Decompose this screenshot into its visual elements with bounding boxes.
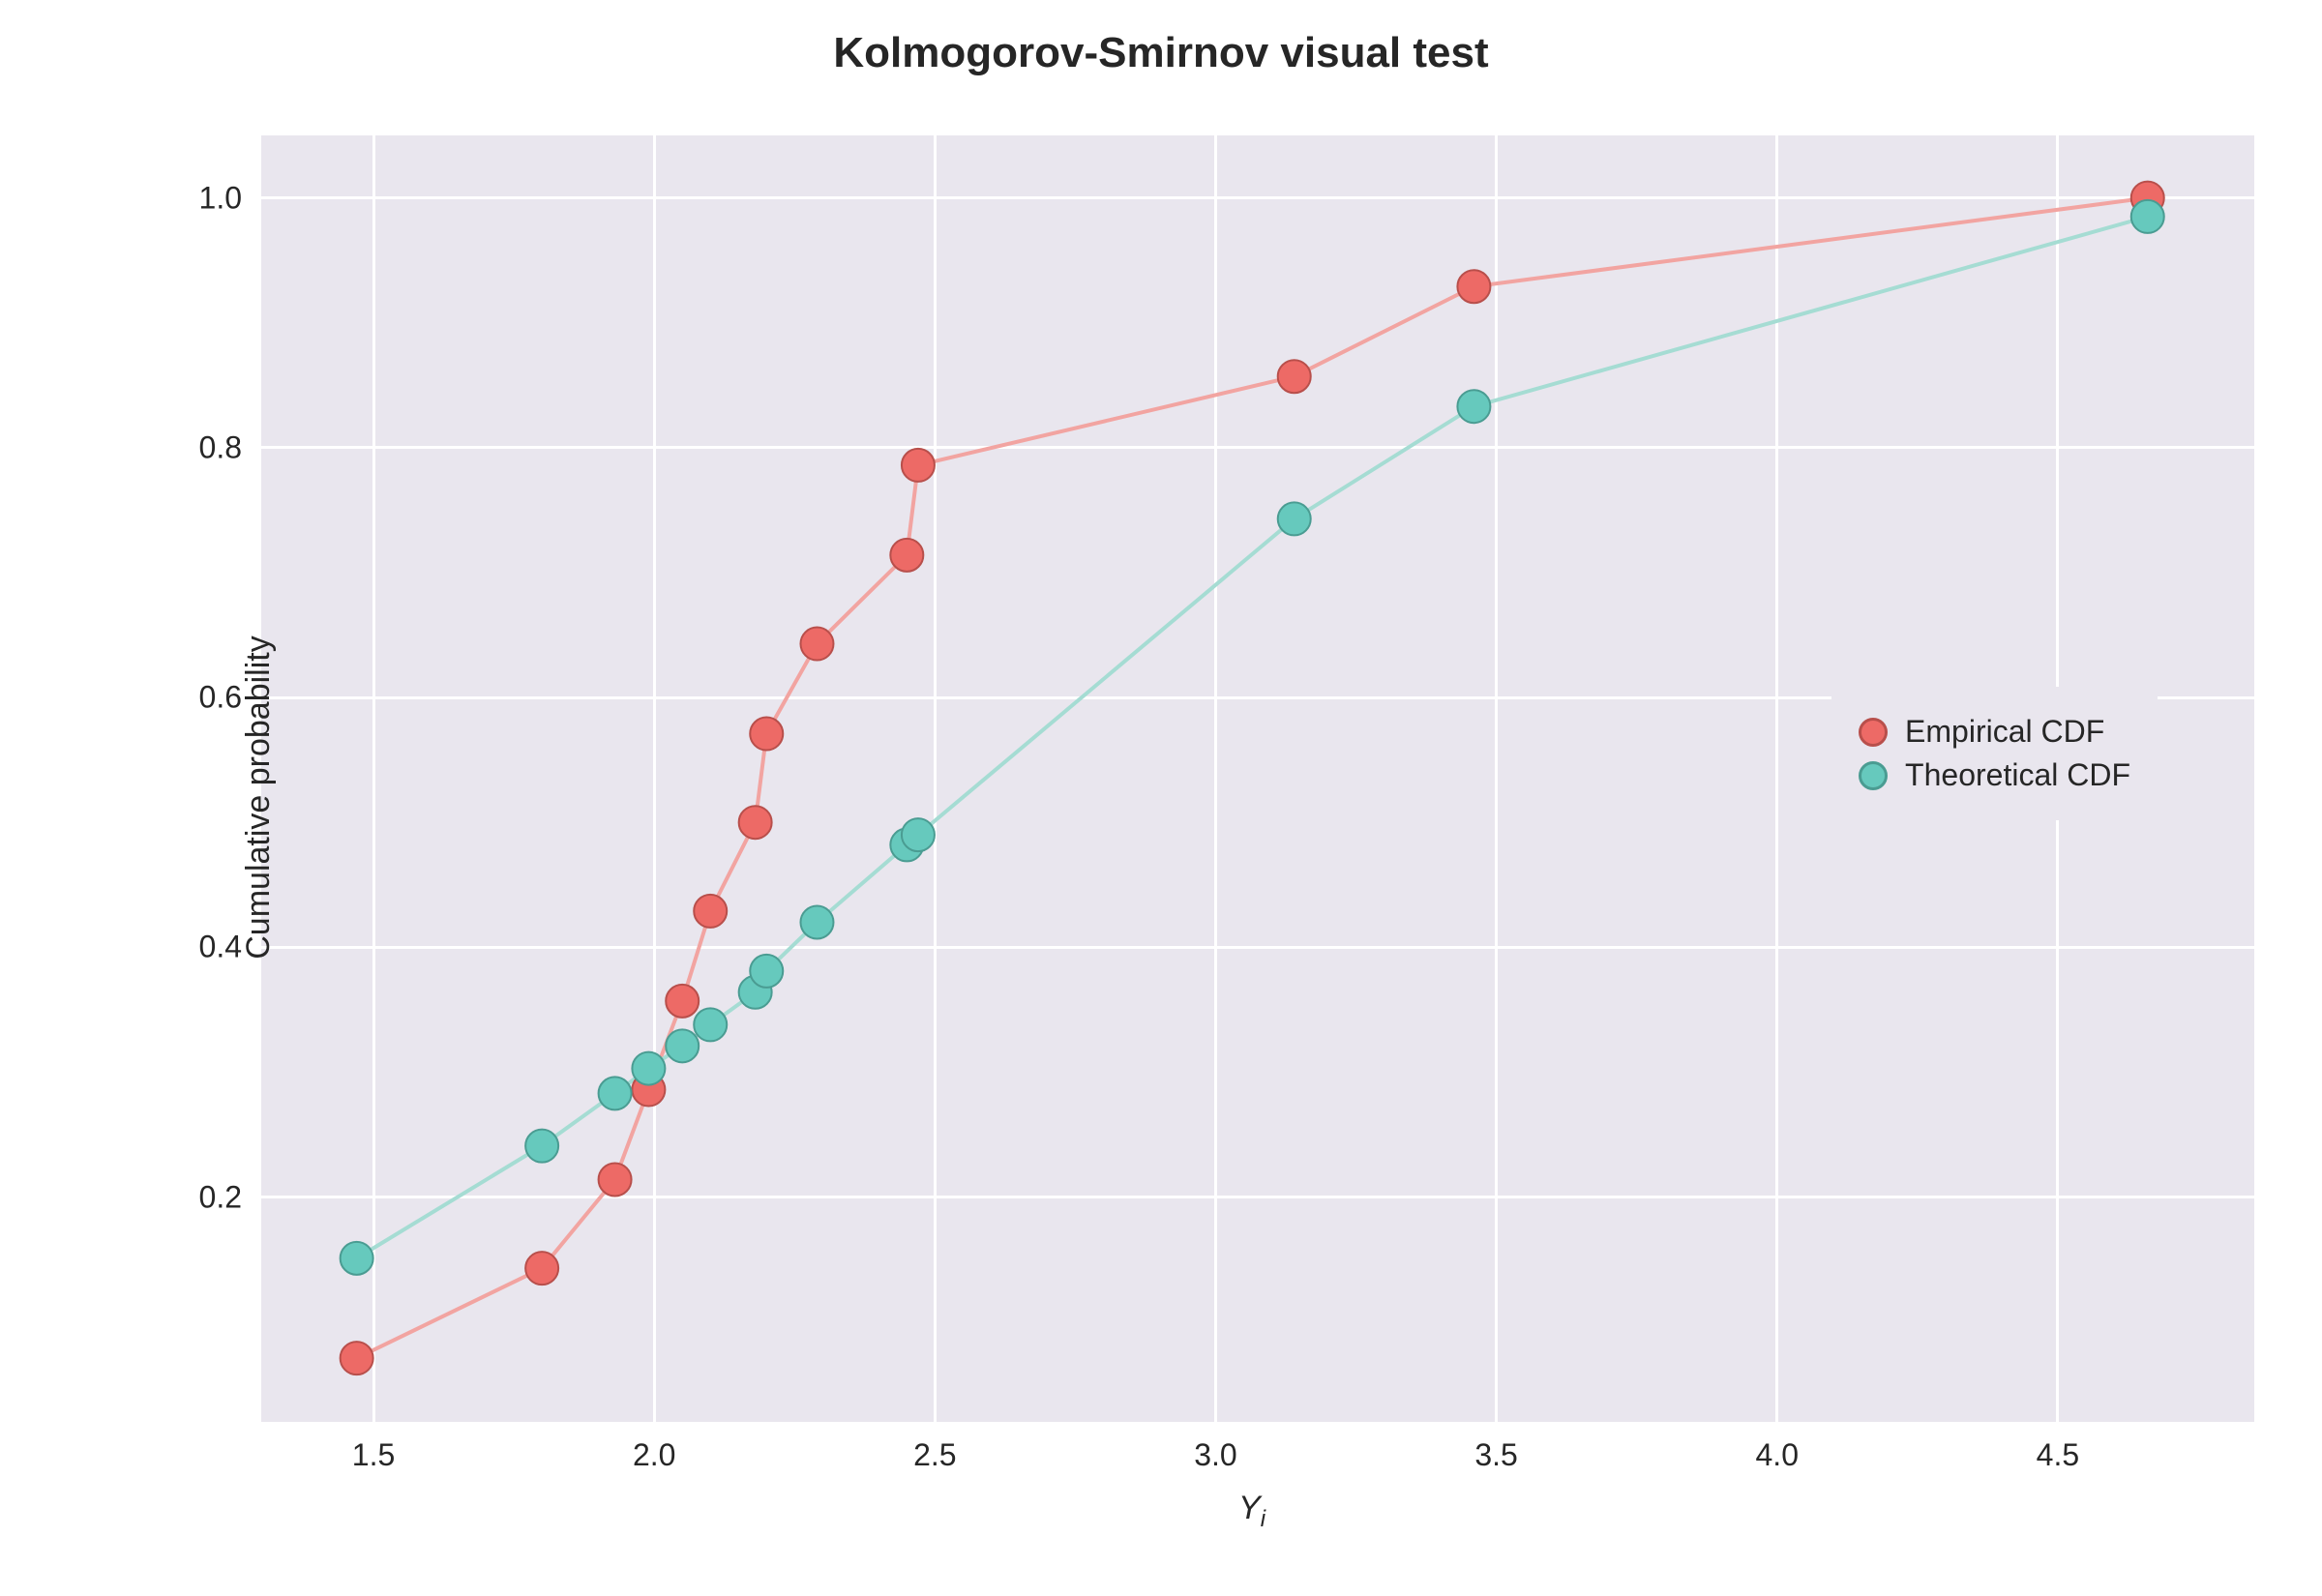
legend-label-empirical: Empirical CDF [1905,714,2104,750]
series-marker [1457,270,1490,303]
series-marker [666,985,699,1018]
legend: Empirical CDF Theoretical CDF [1831,687,2158,820]
series-marker [2131,200,2164,233]
x-tick-label: 4.0 [1756,1437,1799,1473]
series-marker [1457,390,1490,423]
series-marker [902,449,935,482]
x-tick-label: 4.5 [2037,1437,2079,1473]
legend-marker-empirical [1859,718,1888,747]
series-marker [599,1163,632,1196]
series-marker [694,895,727,928]
y-tick-label: 1.0 [164,180,242,216]
chart-container: Kolmogorov-Smirnov visual test Cumulativ… [0,0,2322,1596]
legend-marker-theoretical [1859,761,1888,790]
x-axis-label: Yi [1238,1490,1265,1533]
series-marker [1278,502,1311,535]
series-marker [694,1008,727,1041]
x-tick-label: 3.5 [1474,1437,1517,1473]
series-marker [341,1242,373,1275]
x-tick-label: 2.5 [913,1437,956,1473]
series-marker [750,955,783,988]
y-tick-label: 0.8 [164,429,242,465]
legend-item-empirical: Empirical CDF [1859,714,2130,750]
y-tick-label: 0.6 [164,680,242,716]
legend-label-theoretical: Theoretical CDF [1905,757,2130,793]
series-marker [599,1077,632,1109]
series-marker [341,1342,373,1374]
series-marker [632,1052,665,1085]
series-marker [525,1130,558,1163]
legend-item-theoretical: Theoretical CDF [1859,757,2130,793]
series-marker [750,718,783,751]
series-marker [666,1029,699,1062]
chart-title: Kolmogorov-Smirnov visual test [833,29,1488,77]
series-marker [800,628,833,661]
y-tick-label: 0.2 [164,1179,242,1215]
x-tick-label: 3.0 [1194,1437,1236,1473]
series-marker [800,905,833,938]
series-marker [902,818,935,851]
series-marker [525,1252,558,1285]
x-tick-label: 2.0 [633,1437,675,1473]
series-marker [1278,360,1311,393]
series-marker [739,806,772,839]
series-marker [890,539,923,572]
x-tick-label: 1.5 [352,1437,395,1473]
y-axis-label: Cumulative probability [240,635,278,960]
y-tick-label: 0.4 [164,930,242,965]
